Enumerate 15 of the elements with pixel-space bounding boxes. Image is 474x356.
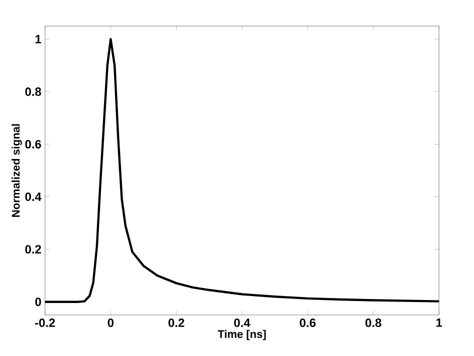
x-tick-label: 0.8 [365, 318, 382, 328]
x-tick-label: 0.4 [234, 318, 250, 328]
x-tick-label: 0.2 [168, 318, 184, 328]
y-tick-label: 0.8 [25, 87, 42, 96]
y-tick-label: 1 [36, 35, 42, 44]
y-tick-label: 0.6 [25, 140, 42, 148]
y-tick-label: 0 [35, 298, 41, 306]
x-tick-label: 0 [108, 318, 114, 328]
x-tick-label: 1 [436, 318, 442, 327]
x-tick-label: 0.6 [300, 318, 316, 328]
x-tick-label: -0.2 [35, 318, 55, 328]
y-tick-label: 0.4 [25, 192, 42, 202]
y-axis-title: Normalized signal [12, 124, 22, 217]
x-axis-title: Time [ns] [218, 330, 266, 340]
y-tick-label: 0.2 [25, 245, 41, 254]
